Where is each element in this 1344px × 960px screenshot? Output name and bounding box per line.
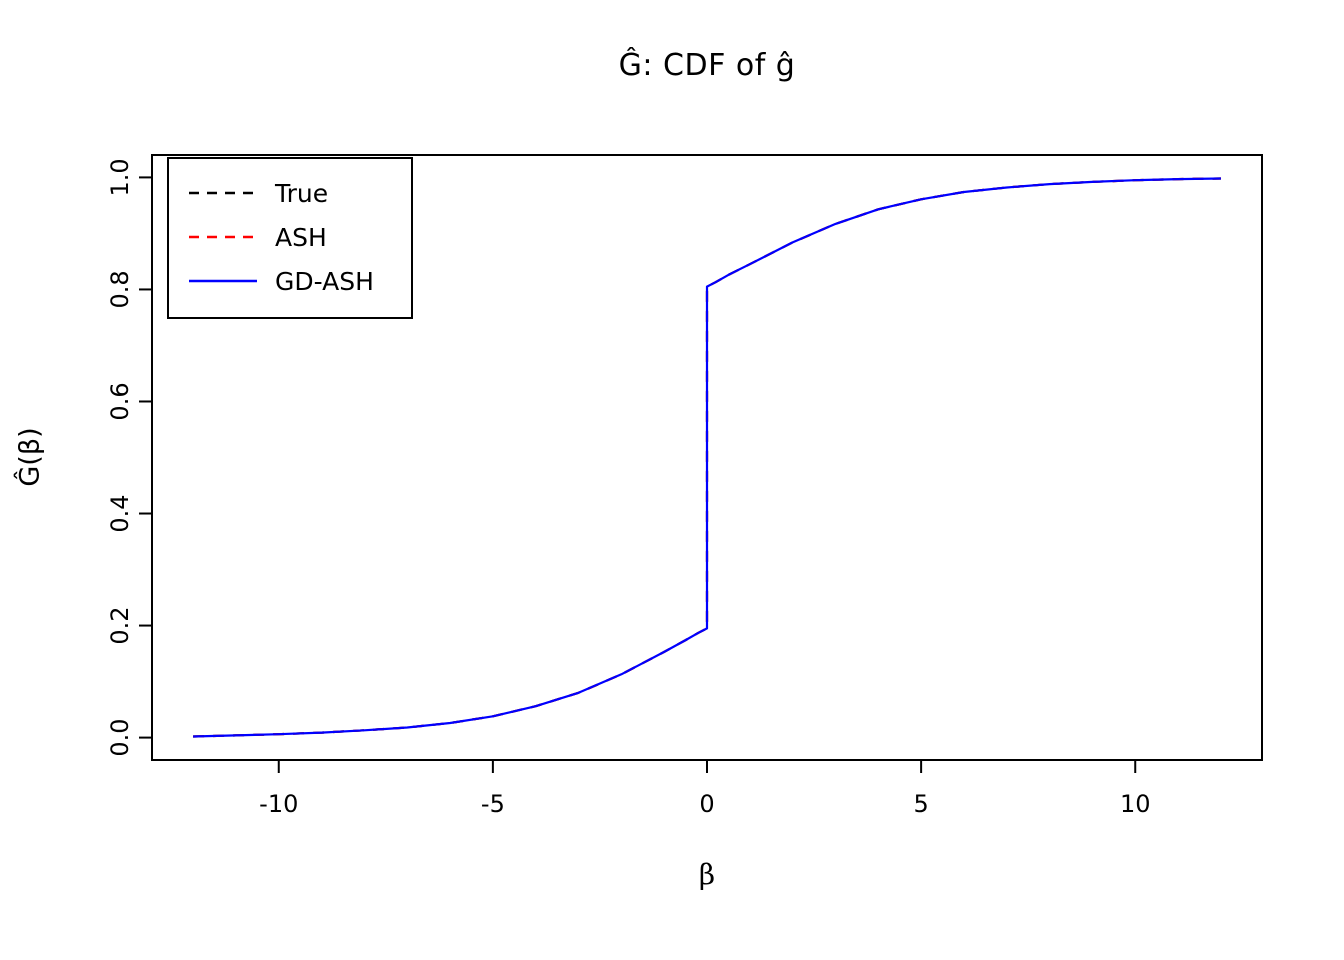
legend-item-ash: ASH [169,215,411,259]
legend-item-true: True [169,171,411,215]
y-tick-label: 0.8 [106,270,134,308]
legend-label-ash: ASH [275,222,327,252]
x-tick-label: 0 [699,790,714,818]
x-tick-label: -5 [481,790,505,818]
y-tick-label: 0.2 [106,606,134,644]
legend-label-gd-ash: GD-ASH [275,266,374,296]
x-axis-label: β [698,858,716,891]
legend-line-sample-gd-ash [189,279,257,283]
y-tick-label: 1.0 [106,158,134,196]
legend-line-sample-ash [189,235,257,239]
plot-title: Ĝ: CDF of ĝ [618,48,796,83]
legend-line-sample-true [189,191,257,195]
legend-label-true: True [275,178,329,208]
x-tick-label: 5 [913,790,928,818]
series-curve-gd-ash [193,177,1221,738]
y-tick-label: 0.0 [106,719,134,757]
x-tick-label: -10 [259,790,298,818]
x-tick-label: 10 [1120,790,1151,818]
y-tick-label: 0.4 [106,494,134,532]
legend-item-gd-ash: GD-ASH [169,259,411,303]
y-tick-label: 0.6 [106,382,134,420]
legend: True ASH GD-ASH [167,157,413,319]
